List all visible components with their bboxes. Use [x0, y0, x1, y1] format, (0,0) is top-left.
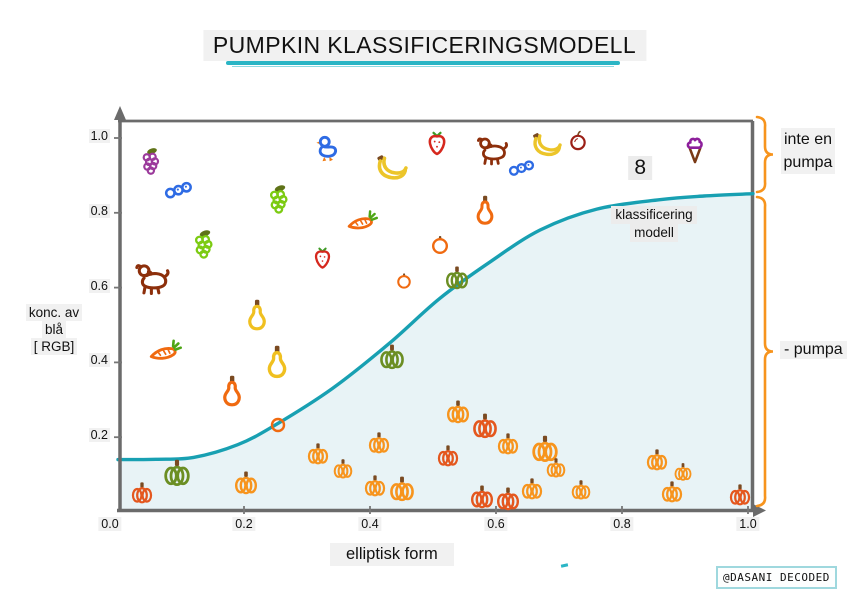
point-pear-icon	[213, 375, 251, 418]
page-title: PUMPKIN KLASSIFICERINGSMODELL	[202, 30, 647, 61]
point-pumpkin-icon	[367, 431, 391, 460]
x-tick-label: 0.4	[358, 517, 382, 531]
point-pumpkin-icon	[388, 475, 416, 508]
model-label-line2: modell	[630, 224, 678, 242]
x-tick-label: 0.8	[610, 517, 634, 531]
point-pumpkin-icon	[660, 480, 684, 509]
point-pumpkin-icon	[445, 399, 471, 430]
point-gourd-icon	[257, 345, 297, 390]
y-tick-label: 0.6	[88, 278, 110, 293]
point-pumpkin-icon	[436, 444, 460, 473]
region-label-pumpkin: - pumpa	[780, 341, 847, 359]
region-top-line2: pumpa	[780, 151, 836, 174]
y-tick-label: 1.0	[88, 129, 110, 143]
point-apple-icon	[566, 130, 590, 159]
point-grapes-green-icon	[189, 229, 221, 266]
bracket-pumpkin	[755, 195, 774, 508]
point-caterpillar-icon	[164, 174, 194, 209]
model-label-line1: klassificering	[611, 206, 697, 224]
point-pumpkin-icon	[495, 486, 521, 517]
y-tick-label: 0.2	[88, 428, 110, 443]
point-pumpkin-icon	[570, 479, 592, 506]
point-orange-icon	[427, 232, 453, 263]
point-pumpkin-icon	[520, 477, 544, 506]
point-orange-icon	[393, 270, 415, 297]
point-pumpkin-icon	[469, 484, 495, 515]
point-pumpkin-icon	[728, 483, 752, 512]
y-tick-label: 0.8	[88, 203, 110, 218]
point-grapes-green-icon	[264, 184, 296, 221]
y-axis-label-line2: blå	[41, 321, 66, 338]
x-tick-label: 0.2	[232, 517, 256, 531]
point-pumpkin-green-icon	[378, 343, 406, 376]
point-pumpkin-icon	[363, 474, 387, 503]
y-tick-label: 0.4	[88, 353, 110, 368]
point-ring-icon	[266, 413, 290, 442]
point-icecream-icon	[680, 135, 710, 170]
point-pumpkin-icon	[233, 470, 259, 501]
watermark: @DASANI DECODED	[716, 566, 837, 589]
y-axis-arrow	[114, 106, 126, 120]
title-underline-shadow	[232, 66, 614, 67]
point-pumpkin-icon	[530, 434, 560, 469]
point-pumpkin-green-icon	[444, 265, 470, 296]
point-pumpkin-icon	[673, 462, 693, 487]
point-pumpkin-green-icon	[162, 458, 192, 493]
point-dog-icon	[474, 131, 512, 174]
point-banana-icon	[372, 152, 408, 193]
point-banana-icon	[528, 130, 562, 169]
point-pumpkin-icon	[306, 442, 330, 471]
point-gourd-icon	[238, 299, 276, 342]
plot-annotation-8: 8	[628, 155, 653, 180]
point-pumpkin-icon	[332, 458, 354, 485]
point-pumpkin-icon	[545, 457, 567, 484]
model-curve-label: klassificering modell	[592, 206, 716, 242]
y-axis-label: konc. av blå [ RGB]	[18, 304, 90, 355]
point-pumpkin-icon	[496, 432, 520, 461]
point-duck-icon	[313, 132, 347, 171]
point-strawberry-icon	[309, 246, 336, 278]
point-strawberry-icon	[422, 130, 452, 165]
region-top-line1: inte en	[780, 128, 836, 151]
y-axis-label-line1: konc. av	[25, 304, 83, 321]
region-label-not-pumpkin: inte en pumpa	[772, 128, 844, 174]
x-tick-label: 1.0	[736, 517, 760, 531]
point-carrot-icon	[148, 335, 183, 374]
y-axis-label-line3: [ RGB]	[30, 338, 78, 355]
point-pear-icon	[467, 195, 503, 236]
point-grapes-purple-icon	[137, 147, 167, 182]
x-tick-label: 0.0	[98, 517, 122, 531]
point-carrot-icon	[346, 206, 378, 243]
classification-curve	[116, 192, 755, 462]
title-underline	[226, 61, 620, 65]
point-pumpkin-icon	[645, 448, 669, 477]
x-axis-arrow	[753, 504, 766, 517]
point-pumpkin-icon	[130, 481, 154, 510]
point-pumpkin-icon	[471, 412, 499, 445]
point-caterpillar-icon	[508, 153, 536, 186]
point-dog-icon	[132, 257, 174, 304]
x-tick-label: 0.6	[484, 517, 508, 531]
x-axis-label: elliptisk form	[330, 543, 454, 566]
bracket-not-pumpkin	[755, 115, 774, 194]
